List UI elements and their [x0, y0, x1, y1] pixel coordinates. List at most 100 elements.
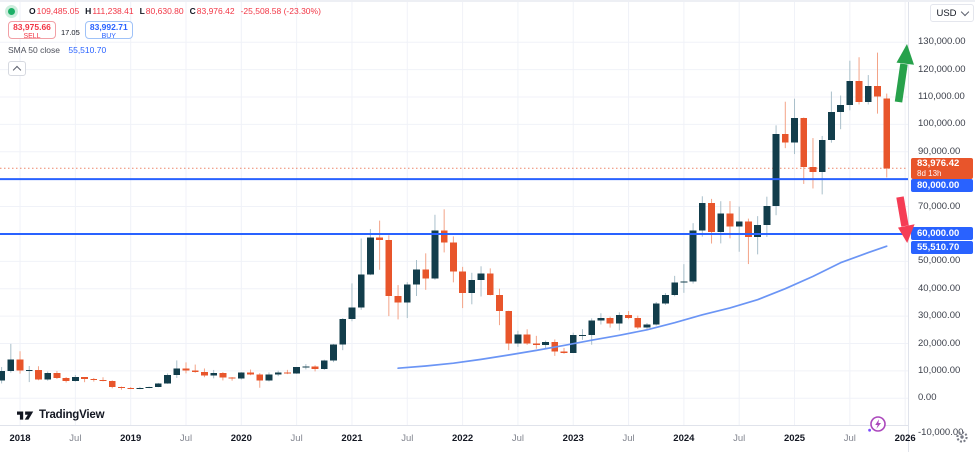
time-tick: 2025 — [783, 433, 806, 444]
candle-body — [846, 81, 854, 105]
buy-button[interactable]: 83,992.71 BUY — [84, 21, 133, 40]
candle-body — [671, 282, 679, 296]
time-tick: Jul — [733, 433, 746, 444]
candle-body — [579, 334, 586, 336]
candle-body — [16, 359, 24, 371]
candle-body — [689, 230, 697, 282]
trade-buttons-row: 83,975.66 SELL 17.05 83,992.71 BUY — [8, 21, 321, 40]
high-value: 111,238.41 — [92, 6, 134, 16]
candle-body — [284, 372, 291, 374]
time-tick: 2023 — [562, 433, 584, 444]
tradingview-logo[interactable]: TradingView — [17, 408, 105, 422]
close-value: 83,976.42 — [196, 6, 235, 16]
candle-body — [385, 240, 393, 297]
time-tick: 2019 — [120, 433, 142, 444]
price-tick: 130,000.00 — [918, 36, 966, 48]
candle-body — [7, 359, 15, 372]
price-tick: 20,000.00 — [918, 337, 961, 349]
sma-50-line[interactable] — [397, 245, 888, 370]
candle-body — [201, 371, 208, 376]
buy-price: 83,992.71 — [89, 22, 128, 32]
low-value: 80,630.80 — [145, 6, 184, 16]
currency-label: USD — [936, 7, 957, 19]
candle-body — [883, 98, 891, 169]
chevron-up-icon — [12, 65, 21, 74]
time-tick: 2020 — [230, 433, 252, 444]
candle-body — [791, 117, 798, 143]
indicator-row[interactable]: SMA 50 close 55,510.70 — [8, 45, 321, 55]
candle-body — [680, 281, 688, 283]
time-tick: 2021 — [341, 433, 363, 444]
price-tick: 120,000.00 — [918, 63, 966, 75]
widget-top-edge — [0, 0, 975, 2]
price-tick: 0.00 — [918, 392, 937, 404]
chevron-down-icon — [960, 7, 969, 16]
candle-body — [809, 167, 817, 173]
candle-body — [293, 367, 301, 374]
level-80000-label: 80,000.00 — [911, 179, 973, 193]
candle-body — [874, 85, 881, 97]
open-value: 109,485.05 — [36, 6, 80, 16]
spread-value: 17.05 — [61, 27, 80, 37]
candle-body — [818, 140, 826, 173]
last-price-label: 83,976.42 8d 13h — [911, 157, 973, 179]
time-tick: Jul — [843, 433, 856, 444]
low-label: L — [139, 6, 145, 16]
candle-body — [745, 221, 752, 237]
candle-body — [90, 379, 98, 381]
candle-body — [302, 366, 310, 368]
candle-body — [44, 372, 52, 380]
settings-gear-icon[interactable] — [955, 430, 969, 444]
boost-flash-icon[interactable] — [866, 414, 888, 436]
price-axis[interactable]: USD 130,000.00 120,000.00 110,000.00 100,00… — [908, 0, 975, 452]
price-tick: 90,000.00 — [918, 145, 961, 157]
candle-body — [431, 230, 439, 279]
candle-body — [652, 303, 660, 325]
candle-body — [514, 334, 522, 344]
candle-body — [864, 85, 872, 102]
candle-body — [800, 117, 808, 168]
candle-body — [173, 368, 181, 375]
collapse-legend-button[interactable] — [8, 61, 26, 76]
candle-body — [763, 205, 771, 225]
candle-body — [588, 320, 596, 335]
candle-body — [35, 369, 42, 380]
price-tick: 110,000.00 — [918, 90, 965, 102]
candle-body — [413, 269, 420, 285]
candle-body — [422, 269, 430, 279]
last-price-value: 83,976.42 — [917, 157, 960, 169]
candle-body — [542, 342, 549, 346]
candle-body — [191, 370, 199, 372]
time-tick: Jul — [401, 433, 414, 444]
price-tick: -10,000.00 — [918, 426, 964, 438]
sell-button[interactable]: 83,975.66 SELL — [8, 21, 56, 40]
time-tick: 2022 — [452, 433, 474, 444]
candle-body — [772, 134, 780, 206]
time-tick: Jul — [290, 433, 303, 444]
indicator-name: SMA 50 close — [8, 45, 60, 55]
close-label: C — [189, 6, 196, 16]
level-60000-label: 60,000.00 — [911, 227, 973, 241]
price-tick: 10,000.00 — [918, 364, 961, 376]
candle-body — [560, 351, 568, 353]
time-axis[interactable]: 2018 Jul 2019 Jul 2020 Jul 2021 Jul 2022 Jul 2023 J… — [0, 425, 916, 452]
up-arrow-annotation[interactable] — [894, 44, 915, 103]
down-arrow-annotation[interactable] — [896, 196, 915, 243]
candle-body — [237, 372, 245, 379]
candle-body — [449, 242, 457, 272]
candle-body — [477, 273, 485, 280]
candle-body — [708, 202, 715, 233]
candle-body — [311, 366, 319, 369]
candle-body — [99, 380, 107, 382]
candle-body — [108, 381, 116, 388]
candle-body — [698, 202, 706, 231]
candle-body — [496, 295, 503, 312]
market-status-icon — [8, 7, 15, 15]
price-tick: 30,000.00 — [918, 310, 961, 322]
candle-body — [523, 334, 531, 344]
candle-body — [781, 134, 789, 143]
price-tick: 70,000.00 — [918, 200, 961, 212]
candle-body — [625, 314, 632, 319]
chart-canvas[interactable] — [0, 0, 908, 425]
currency-selector[interactable]: USD — [930, 4, 974, 22]
